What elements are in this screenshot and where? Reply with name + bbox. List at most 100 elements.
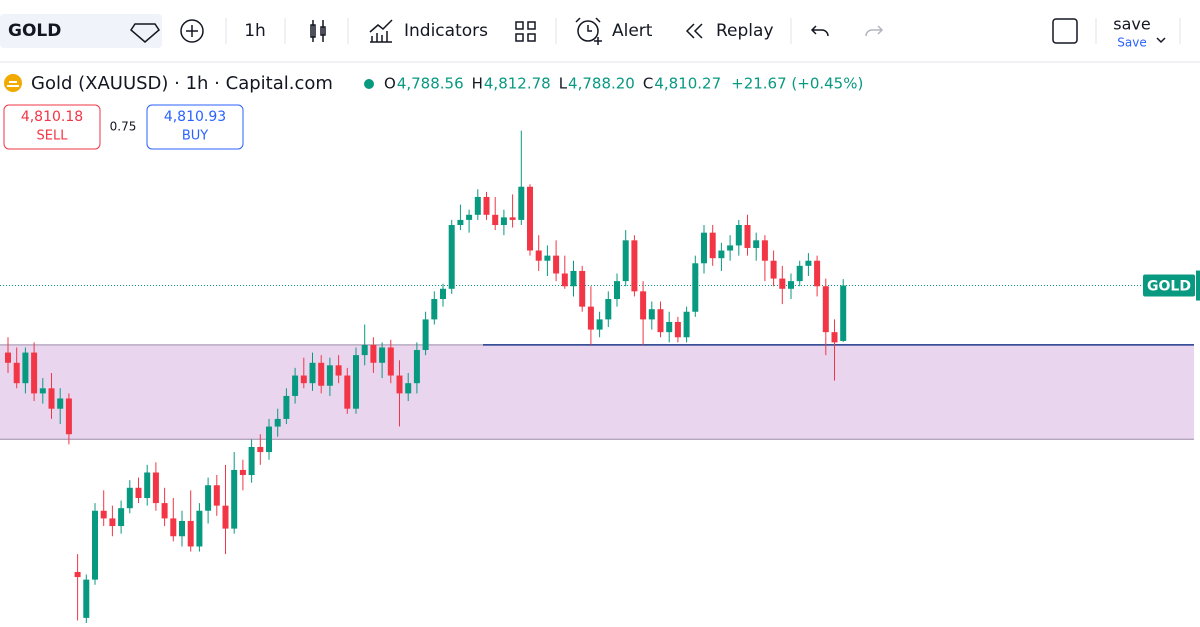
- candle-body: [614, 281, 620, 299]
- candle-body: [187, 520, 194, 547]
- candle-body: [344, 375, 351, 409]
- candle-body: [570, 270, 577, 287]
- candle-body: [535, 250, 542, 261]
- candle-body: [761, 240, 768, 261]
- candle-body: [57, 398, 64, 409]
- add-icon[interactable]: [180, 19, 204, 43]
- candle-body: [74, 571, 81, 578]
- layout-square[interactable]: [1052, 18, 1078, 44]
- candle-body: [500, 217, 507, 226]
- legend-l-label: L: [559, 75, 568, 93]
- candle-body: [100, 510, 107, 519]
- candle-body: [353, 355, 359, 409]
- candle-body: [326, 365, 333, 386]
- candle-body: [788, 281, 794, 289]
- buy-button[interactable]: [146, 104, 244, 150]
- candle-body: [396, 375, 403, 394]
- undo-icon[interactable]: [810, 25, 829, 37]
- candle-body: [579, 270, 586, 307]
- candle-body: [387, 347, 394, 376]
- candle-body: [648, 309, 655, 320]
- candle-body: [596, 319, 603, 330]
- candle-body: [753, 240, 760, 248]
- buy-price[interactable]: 4,810.93: [164, 109, 226, 125]
- candle-body: [622, 240, 629, 282]
- candle-body: [527, 186, 533, 251]
- candle-body: [483, 196, 490, 215]
- replay-icon[interactable]: [685, 23, 703, 39]
- candle-body: [474, 196, 481, 215]
- candle-body: [440, 288, 446, 299]
- price-label: GOLD: [1147, 279, 1191, 295]
- sell-price[interactable]: 4,810.18: [21, 109, 83, 125]
- legend-ohlc: O 4,788.56 H 4,812.78 L 4,788.20 C 4,810.27 +21.…: [384, 75, 863, 93]
- add-icon-cross: [186, 25, 198, 37]
- candle-body: [205, 485, 212, 511]
- candle-body: [222, 505, 229, 529]
- interval[interactable]: 1h: [244, 21, 266, 41]
- legend-h: 4,812.78: [484, 75, 551, 93]
- sell-button[interactable]: [3, 104, 101, 150]
- candle-body: [701, 232, 707, 264]
- candle-body: [770, 260, 777, 279]
- candle-body: [92, 510, 98, 580]
- candle-body: [457, 219, 464, 226]
- candle-body: [674, 321, 681, 338]
- replay[interactable]: Replay: [716, 21, 774, 41]
- indicators-icon[interactable]: [369, 19, 393, 43]
- candle-body: [65, 398, 72, 435]
- candle-body: [292, 375, 299, 396]
- candle-body: [213, 485, 220, 506]
- candle-body: [709, 232, 716, 259]
- save-caret[interactable]: [1156, 37, 1166, 44]
- candle-body: [718, 250, 725, 259]
- candle-body: [144, 472, 151, 498]
- candle-body: [831, 332, 838, 343]
- alert-icon[interactable]: [577, 20, 599, 42]
- diamond-icon[interactable]: [130, 23, 160, 43]
- candle-body: [405, 383, 412, 394]
- candle-body: [796, 265, 803, 282]
- spread: 0.75: [110, 120, 137, 134]
- candle-body: [683, 311, 690, 338]
- save-sub[interactable]: Save: [1117, 36, 1146, 50]
- candle-body: [840, 285, 847, 341]
- price-label-box: [1143, 274, 1195, 297]
- candle-body: [5, 352, 11, 363]
- layout-icon[interactable]: [515, 21, 536, 42]
- candle-body: [466, 214, 473, 220]
- candle-body: [118, 508, 125, 527]
- zone: [0, 344, 1194, 440]
- legend-c-label: C: [643, 75, 653, 93]
- candle-body: [805, 260, 812, 266]
- price-label-tab: [1196, 270, 1200, 301]
- sell-label[interactable]: SELL: [37, 129, 69, 144]
- legend-o: 4,788.56: [397, 75, 464, 93]
- buy-label[interactable]: BUY: [182, 129, 208, 144]
- symbol[interactable]: GOLD: [8, 21, 61, 41]
- candle-body: [587, 306, 594, 330]
- candle-body: [13, 362, 20, 384]
- candle-body: [666, 321, 673, 333]
- indicators[interactable]: Indicators: [404, 21, 488, 41]
- symbol-box[interactable]: [0, 14, 162, 48]
- candle-body: [744, 225, 751, 248]
- redo-icon[interactable]: [865, 25, 884, 37]
- candle-body: [509, 217, 516, 220]
- candle-body: [822, 286, 829, 333]
- chart-type-icon[interactable]: [310, 20, 326, 42]
- legend-h-label: H: [472, 75, 483, 93]
- candle-body: [126, 487, 133, 509]
- legend-change: +21.67 (+0.45%): [731, 75, 863, 93]
- candle-body: [257, 446, 264, 453]
- legend-c: 4,810.27: [654, 75, 721, 93]
- save[interactable]: save: [1113, 15, 1150, 34]
- alert[interactable]: Alert: [612, 21, 653, 41]
- candle-body: [179, 520, 185, 537]
- toolbar: [0, 0, 1200, 62]
- candle-body: [39, 388, 46, 394]
- candle-body: [196, 510, 203, 547]
- alert-icon-detail: [575, 17, 602, 45]
- legend-o-label: O: [384, 75, 396, 93]
